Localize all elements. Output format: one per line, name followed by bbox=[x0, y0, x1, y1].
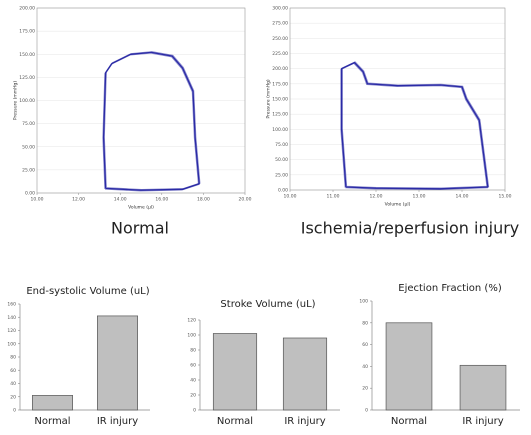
plot-frame bbox=[289, 7, 506, 191]
y-tick-label: 300.00 bbox=[272, 6, 288, 12]
y-tick-label: 0.00 bbox=[278, 188, 288, 194]
y-tick-label: 200.00 bbox=[272, 66, 288, 72]
x-axis-label: Volume (µl) bbox=[128, 205, 154, 211]
y-tick-label: 200.00 bbox=[19, 6, 35, 12]
y-tick-label: 0 bbox=[365, 408, 368, 414]
y-tick-label: 250.00 bbox=[272, 36, 288, 42]
y-tick-label: 50.00 bbox=[22, 144, 35, 150]
chart-title: Stroke Volume (uL) bbox=[220, 299, 315, 310]
bar bbox=[459, 364, 507, 411]
x-tick-label: 12.00 bbox=[370, 194, 383, 200]
x-tick-label: 20.00 bbox=[239, 197, 252, 203]
y-tick-label: 20 bbox=[190, 393, 196, 399]
x-tick-label: Normal bbox=[217, 416, 253, 427]
y-tick-label: 20 bbox=[362, 386, 368, 392]
y-tick-label: 25.00 bbox=[275, 172, 288, 178]
y-tick-label: 100 bbox=[359, 299, 368, 305]
bar bbox=[212, 333, 258, 411]
chart-title: Ejection Fraction (%) bbox=[398, 283, 502, 294]
y-tick-label: 150.00 bbox=[19, 52, 35, 58]
y-tick-label: 120 bbox=[7, 328, 16, 334]
caption: Normal bbox=[111, 219, 169, 238]
y-tick-label: 80 bbox=[190, 348, 196, 354]
y-tick-label: 175.00 bbox=[272, 81, 288, 87]
y-tick-label: 50.00 bbox=[275, 157, 288, 163]
y-tick-label: 100.00 bbox=[272, 127, 288, 133]
bar bbox=[282, 337, 328, 411]
bar bbox=[31, 395, 73, 411]
y-tick-label: 60 bbox=[190, 363, 196, 369]
x-tick-label: IR injury bbox=[97, 416, 138, 427]
y-tick-label: 125.00 bbox=[272, 112, 288, 118]
y-tick-label: 0.00 bbox=[25, 191, 35, 197]
bar bbox=[385, 322, 433, 411]
pv-loop bbox=[340, 62, 488, 191]
x-tick-label: 10.00 bbox=[31, 197, 44, 203]
y-tick-label: 100.00 bbox=[19, 98, 35, 104]
x-tick-label: IR injury bbox=[462, 416, 503, 427]
x-tick-label: IR injury bbox=[284, 416, 325, 427]
x-tick-label: 18.00 bbox=[197, 197, 210, 203]
y-tick-label: 100 bbox=[7, 341, 16, 347]
y-tick-label: 125.00 bbox=[19, 75, 35, 81]
y-tick-label: 75.00 bbox=[275, 142, 288, 148]
y-tick-label: 275.00 bbox=[272, 21, 288, 27]
y-tick-label: 150.00 bbox=[272, 97, 288, 103]
bar bbox=[96, 315, 138, 411]
x-tick-label: 11.00 bbox=[327, 194, 340, 200]
y-tick-label: 225.00 bbox=[272, 51, 288, 57]
y-tick-label: 40 bbox=[190, 378, 196, 384]
x-tick-label: 12.00 bbox=[72, 197, 85, 203]
chart-title: End-systolic Volume (uL) bbox=[26, 286, 149, 297]
y-tick-label: 40 bbox=[10, 381, 16, 387]
caption: Ischemia/reperfusion injury bbox=[301, 219, 520, 238]
x-tick-label: Normal bbox=[34, 416, 70, 427]
x-tick-label: Normal bbox=[391, 416, 427, 427]
y-tick-label: 60 bbox=[362, 342, 368, 348]
pv-loop bbox=[340, 61, 489, 190]
y-tick-label: 60 bbox=[10, 368, 16, 374]
y-axis-label: Pressure (mmHg) bbox=[13, 81, 19, 120]
pv-loop bbox=[102, 51, 200, 191]
plot-frame bbox=[36, 7, 246, 194]
y-axis-label: Pressure (mmHg) bbox=[266, 79, 272, 118]
y-tick-label: 175.00 bbox=[19, 29, 35, 35]
pv-loop bbox=[341, 61, 490, 189]
x-tick-label: 15.00 bbox=[499, 194, 512, 200]
y-tick-label: 0 bbox=[193, 408, 196, 414]
x-tick-label: 14.00 bbox=[456, 194, 469, 200]
y-tick-label: 0 bbox=[13, 408, 16, 414]
y-tick-label: 140 bbox=[7, 315, 16, 321]
y-tick-label: 25.00 bbox=[22, 167, 35, 173]
x-axis-label: Volume (µl) bbox=[385, 202, 411, 208]
y-tick-label: 160 bbox=[7, 302, 16, 308]
y-tick-label: 20 bbox=[10, 394, 16, 400]
y-tick-label: 75.00 bbox=[22, 121, 35, 127]
x-tick-label: 14.00 bbox=[114, 197, 127, 203]
y-tick-label: 100 bbox=[187, 333, 196, 339]
x-tick-label: 16.00 bbox=[155, 197, 168, 203]
x-tick-label: 13.00 bbox=[413, 194, 426, 200]
y-tick-label: 120 bbox=[187, 318, 196, 324]
pv-loop bbox=[103, 51, 201, 191]
x-tick-label: 10.00 bbox=[284, 194, 297, 200]
y-tick-label: 80 bbox=[362, 320, 368, 326]
pv-loop bbox=[102, 52, 200, 192]
y-tick-label: 80 bbox=[10, 355, 16, 361]
y-tick-label: 40 bbox=[362, 364, 368, 370]
